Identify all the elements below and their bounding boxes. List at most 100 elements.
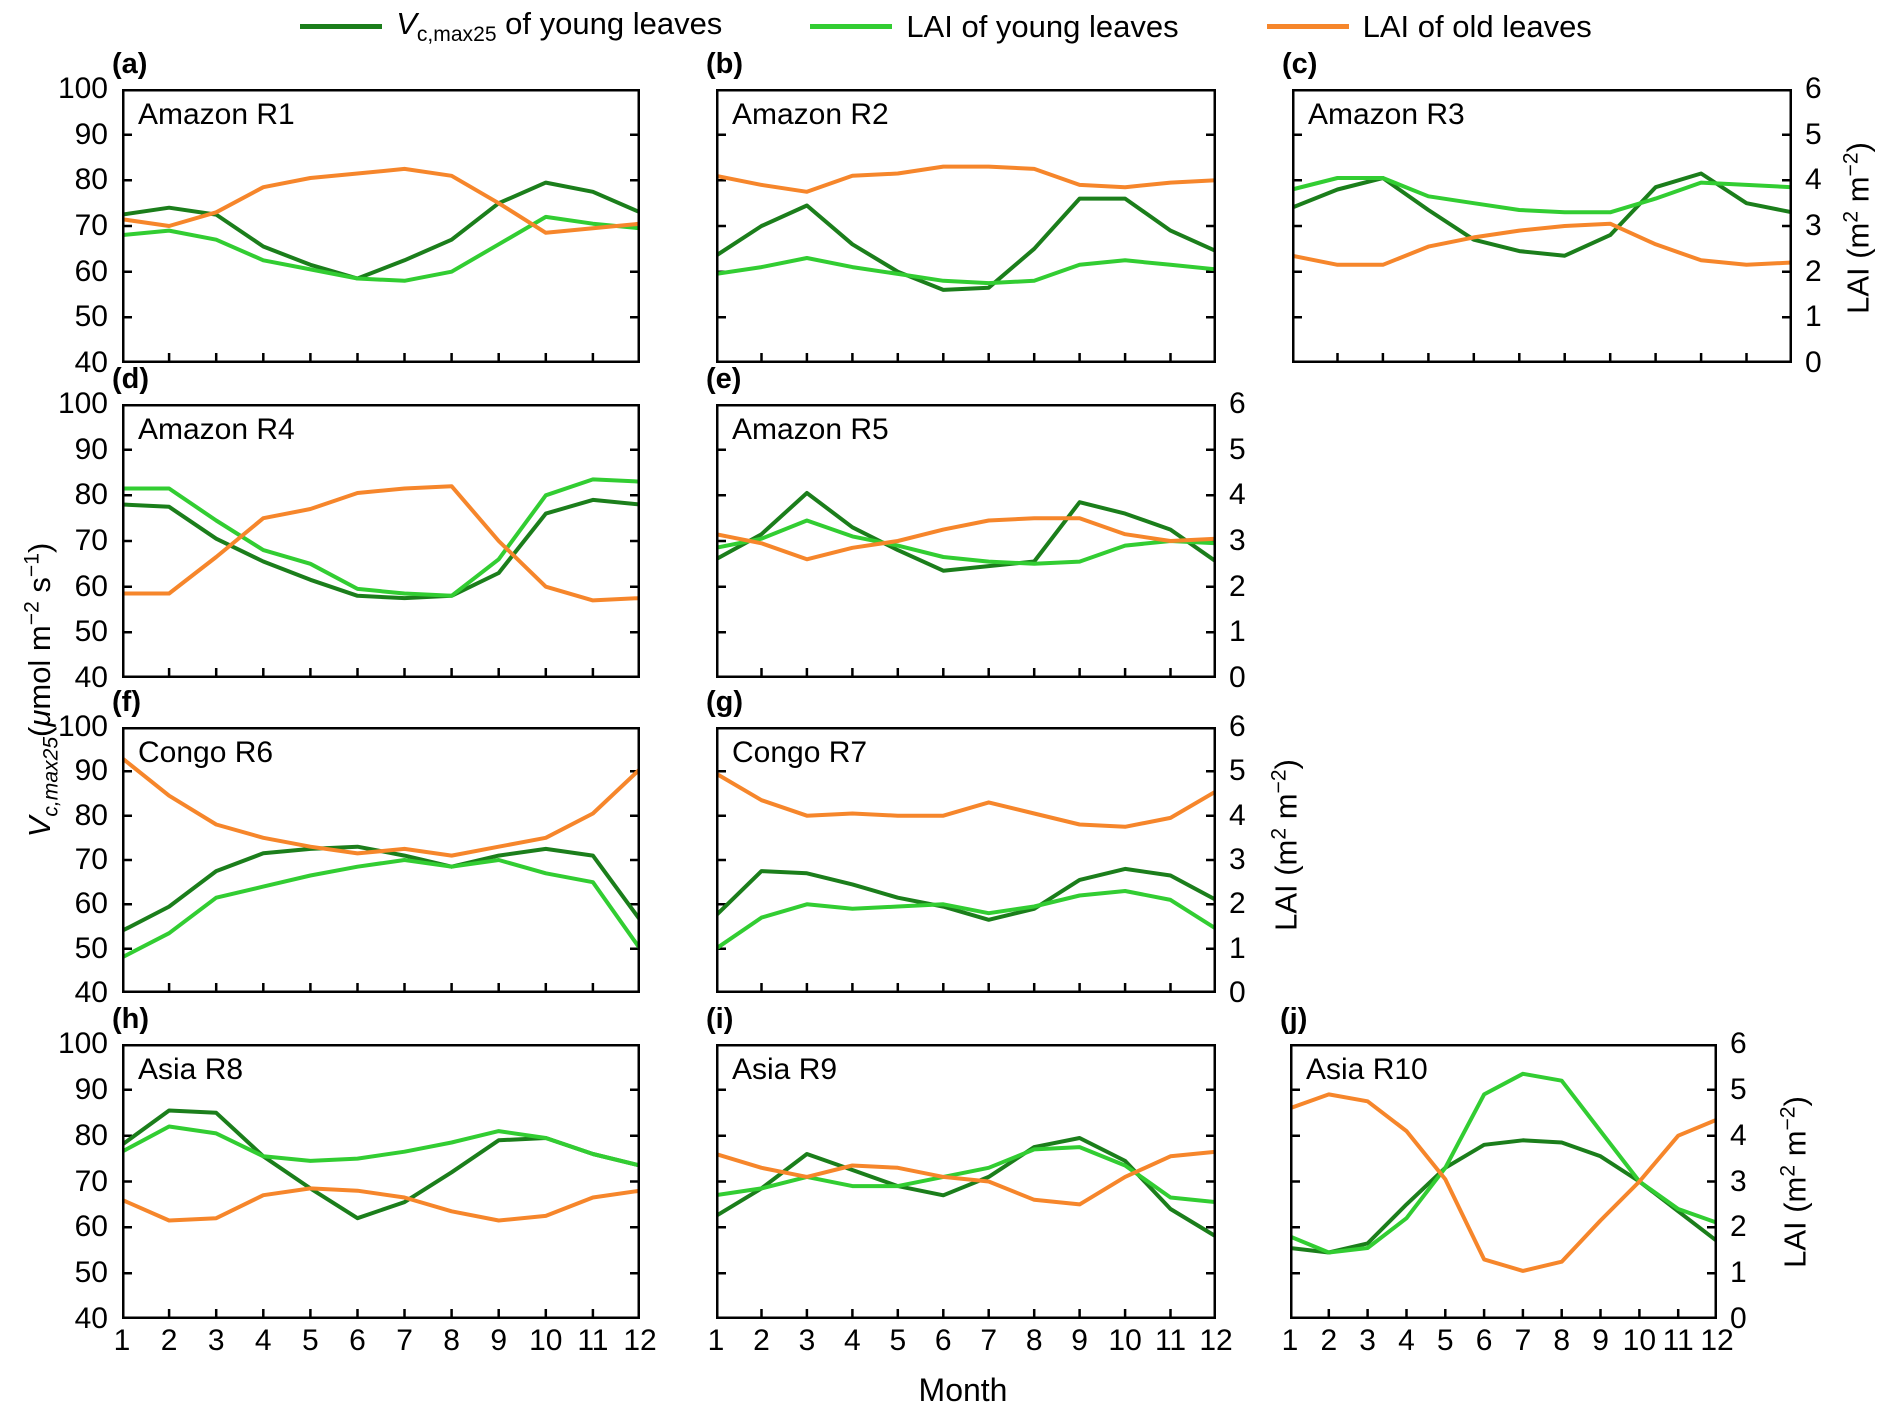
axis-ticks <box>716 133 1216 363</box>
lai-tick-label: 6 <box>1229 387 1246 420</box>
plot-panel-congo-r7 <box>716 727 1216 993</box>
lai-tick-label: 4 <box>1730 1118 1747 1152</box>
plot-panel-asia-r10 <box>1290 1044 1717 1319</box>
legend-label-vcmax-young: Vc,max25 of young leaves <box>396 6 722 47</box>
month-tick-label: 10 <box>1108 1324 1142 1357</box>
vc-tick-label: 90 <box>74 432 108 466</box>
panel-letter: (d) <box>112 363 150 395</box>
line-lai-old <box>716 771 1216 829</box>
month-tick-label: 4 <box>844 1324 861 1357</box>
line-lai-old <box>1290 1092 1717 1273</box>
panel-letter: (e) <box>706 363 742 395</box>
plot-border <box>122 89 640 363</box>
plot-panel-amazon-r1 <box>122 89 640 363</box>
panel-letter: (i) <box>706 1003 734 1035</box>
line-lai-young <box>716 256 1216 286</box>
plot-border <box>122 1044 640 1319</box>
plot-panel-amazon-r2 <box>716 89 1216 363</box>
month-tick-label: 11 <box>1662 1324 1694 1357</box>
plot-border <box>716 727 1216 993</box>
axis-ticks <box>1292 133 1792 363</box>
plot-area <box>716 1044 1216 1319</box>
region-label: Congo R6 <box>138 736 274 769</box>
line-lai-young <box>122 858 640 960</box>
line-lai-old <box>716 164 1216 194</box>
legend-label-lai-young: LAI of young leaves <box>906 8 1179 44</box>
axis-ticks <box>122 133 640 363</box>
month-tick-label: 8 <box>1553 1324 1571 1357</box>
plot-border <box>716 89 1216 363</box>
vc-tick-label: 60 <box>74 569 108 603</box>
legend-vcmax-sub: c,max25 <box>416 23 497 47</box>
lai-tick-label: 3 <box>1229 843 1246 876</box>
vc-tick-label: 40 <box>74 976 108 1009</box>
line-lai-old <box>716 1149 1216 1207</box>
month-tick-label: 3 <box>798 1324 816 1357</box>
plot-area <box>122 404 640 678</box>
vc-tick-label: 80 <box>74 163 108 197</box>
region-label: Amazon R2 <box>732 98 889 131</box>
legend-item-lai-old: LAI of old leaves <box>1266 8 1592 45</box>
legend-item-vcmax-young: Vc,max25 of young leaves <box>300 6 722 47</box>
region-label: Congo R7 <box>732 736 868 769</box>
month-tick-label: 10 <box>1622 1324 1657 1357</box>
line-vcmax-young <box>716 1136 1216 1239</box>
line-vcmax-young <box>122 497 640 601</box>
month-tick-label: 12 <box>1199 1324 1233 1357</box>
month-tick-label: 7 <box>396 1324 413 1357</box>
legend-line-vcmax-young-icon <box>300 24 383 30</box>
vc-tick-label: 80 <box>74 478 108 512</box>
lai-tick-label: 4 <box>1805 163 1822 197</box>
month-tick-label: 8 <box>1025 1324 1043 1357</box>
month-tick-label: 10 <box>529 1324 563 1357</box>
axis-ticks <box>122 1088 640 1319</box>
legend-label-lai-old: LAI of old leaves <box>1362 8 1592 44</box>
vc-tick-label: 70 <box>74 843 108 876</box>
plot-panel-amazon-r5 <box>716 404 1216 678</box>
vc-tick-label: 50 <box>74 615 108 649</box>
month-tick-label: 4 <box>254 1324 272 1357</box>
lai-tick-label: 1 <box>1229 931 1246 965</box>
plot-panel-amazon-r3 <box>1292 89 1792 363</box>
month-tick-label: 5 <box>1436 1324 1454 1357</box>
panel-letter: (c) <box>1282 48 1318 80</box>
line-lai-young <box>1290 1071 1717 1255</box>
panel-letter: (g) <box>706 686 744 718</box>
month-tick-label: 5 <box>889 1324 907 1357</box>
vc-tick-label: 60 <box>74 1210 108 1244</box>
line-lai-old <box>122 166 640 235</box>
plot-border <box>716 1044 1216 1319</box>
plot-area <box>716 727 1216 993</box>
month-tick-label: 8 <box>443 1324 460 1357</box>
lai-tick-label: 3 <box>1805 209 1822 242</box>
month-tick-label: 7 <box>1514 1324 1532 1357</box>
vc-tick-label: 50 <box>74 931 108 965</box>
line-vcmax-young <box>1292 171 1792 258</box>
lai-tick-label: 6 <box>1805 72 1822 105</box>
lai-tick-label: 0 <box>1229 976 1246 1009</box>
axis-ticks <box>1290 1088 1717 1319</box>
month-tick-label: 1 <box>707 1324 725 1357</box>
vc-tick-label: 80 <box>74 798 108 832</box>
lai-tick-label: 1 <box>1229 615 1246 649</box>
line-lai-young <box>716 518 1216 566</box>
lai-tick-label: 0 <box>1229 661 1246 694</box>
vc-tick-label: 90 <box>74 117 108 151</box>
lai-tick-label: 5 <box>1229 432 1246 466</box>
lai-tick-label: 6 <box>1229 710 1246 743</box>
legend-line-lai-old-icon <box>1266 24 1349 30</box>
vc-tick-label: 100 <box>57 387 108 420</box>
line-lai-young <box>716 1145 1216 1205</box>
axis-ticks <box>716 448 1216 678</box>
line-vcmax-young <box>122 1108 640 1221</box>
line-lai-old <box>122 484 640 603</box>
month-tick-label: 1 <box>113 1324 131 1357</box>
line-vcmax-young <box>716 491 1216 573</box>
region-label: Asia R9 <box>732 1053 838 1086</box>
vc-tick-label: 50 <box>74 300 108 334</box>
x-axis-title-month: Month <box>918 1372 1008 1408</box>
region-label: Amazon R4 <box>138 413 295 446</box>
vc-tick-label: 50 <box>74 1256 108 1290</box>
vc-tick-label: 60 <box>74 254 108 288</box>
region-label: Amazon R3 <box>1308 98 1465 131</box>
